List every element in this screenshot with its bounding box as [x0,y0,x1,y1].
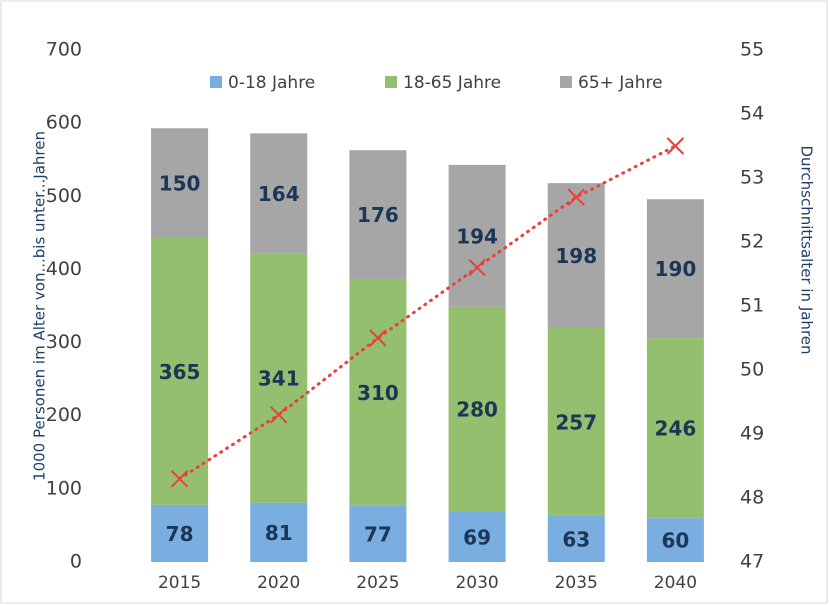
line-marker [666,137,685,155]
line-marker [369,329,387,347]
value-label: 63 [562,527,590,551]
y2-tick-label: 50 [740,359,764,381]
bar-segment [349,150,407,279]
bar-segment [448,164,506,307]
y-tick-label: 100 [46,477,82,499]
value-label: 310 [357,381,399,405]
bar-segment [151,237,209,505]
bar-segment [448,511,506,562]
value-label: 69 [463,525,491,549]
value-label: 257 [555,410,597,434]
line-marker [170,470,189,488]
value-label: 365 [159,360,201,384]
legend-swatch [560,76,572,88]
line-marker [270,406,288,424]
y2-tick-label: 48 [740,487,764,509]
bar-segment [349,505,407,562]
bar-segment [151,128,209,238]
legend-label: 65+ Jahre [578,73,663,93]
y-tick-label: 500 [46,185,82,207]
bar-segment [250,253,308,503]
y-tick-label: 200 [46,404,82,426]
y2-axis-label: Durchschnittsalter in Jahren [798,145,816,354]
y-tick-label: 300 [46,331,82,353]
x-tick-label: 2040 [654,573,697,593]
x-tick-label: 2020 [257,573,300,593]
y2-tick-label: 52 [740,231,764,253]
x-tick-label: 2030 [455,573,498,593]
value-label: 60 [661,529,689,553]
bar-segment [448,306,506,512]
bar-segment [547,327,605,516]
value-label: 78 [166,522,194,546]
value-label: 77 [364,522,392,546]
legend-swatch [210,76,222,88]
value-label: 81 [265,521,293,545]
y-axis-label: 1000 Personen im Alter von...bis unter..… [31,131,49,481]
y2-tick-label: 47 [740,551,764,573]
bar-segment [151,504,209,562]
bar-segment [547,183,605,328]
bar-segment [646,199,704,339]
value-label: 341 [258,367,300,391]
bar-segment [547,515,605,562]
line-marker [567,188,585,206]
y2-tick-label: 51 [740,295,764,317]
legend-label: 0-18 Jahre [228,73,315,93]
value-label: 198 [555,244,597,268]
value-label: 280 [456,398,498,422]
y-tick-label: 700 [46,39,82,61]
bar-segment [250,502,308,562]
y-tick-label: 400 [46,258,82,280]
value-label: 190 [655,257,697,281]
y2-tick-label: 53 [740,167,764,189]
value-label: 164 [258,182,300,206]
bar-segment [250,133,308,254]
bar-segment [646,338,704,519]
y2-tick-label: 49 [740,423,764,445]
y-tick-label: 0 [70,551,82,573]
bar-segment [646,518,704,562]
y-tick-label: 600 [46,112,82,134]
bar-segment [349,278,407,506]
legend-label: 18-65 Jahre [403,73,501,93]
value-label: 150 [159,172,201,196]
x-tick-label: 2035 [555,573,598,593]
x-tick-label: 2015 [158,573,201,593]
value-label: 176 [357,203,399,227]
y2-tick-label: 54 [740,103,764,125]
line [178,144,677,481]
y2-tick-label: 55 [740,39,764,61]
line-marker [468,258,486,277]
legend-swatch [385,76,397,88]
value-label: 194 [456,224,498,248]
x-tick-label: 2025 [356,573,399,593]
value-label: 246 [655,417,697,441]
